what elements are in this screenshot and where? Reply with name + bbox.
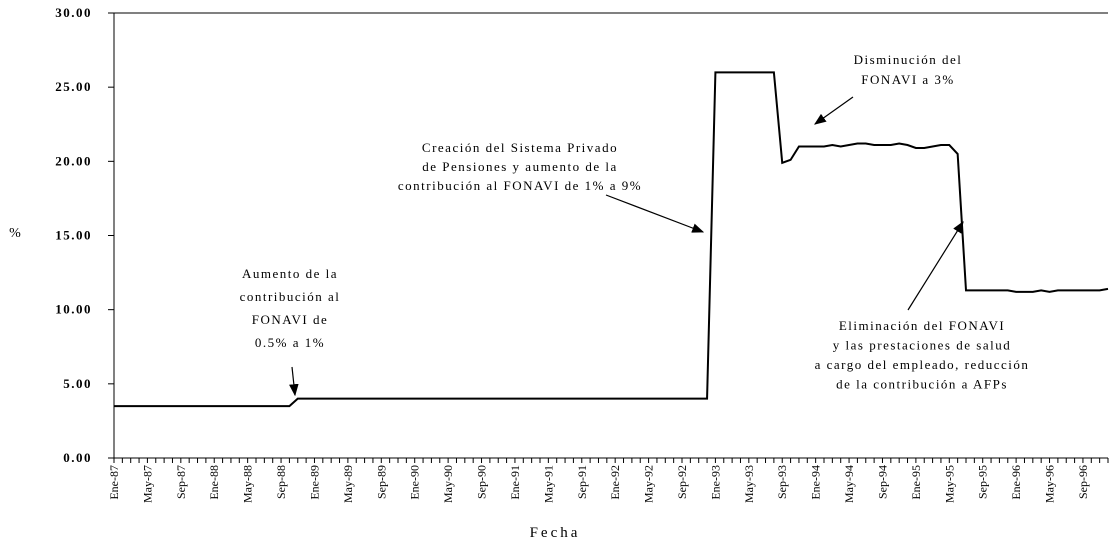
y-tick-label: 30.00 xyxy=(55,5,92,20)
y-tick-label: 25.00 xyxy=(55,79,92,94)
x-tick-label: Ene-91 xyxy=(508,465,522,500)
x-tick-label: Ene-94 xyxy=(809,465,823,500)
x-tick-label: Ene-89 xyxy=(307,465,321,500)
arrow xyxy=(289,366,299,397)
x-tick-label: May-89 xyxy=(341,465,355,503)
arrow xyxy=(605,194,705,233)
x-tick-label: Sep-89 xyxy=(374,465,388,499)
x-tick-label: Sep-93 xyxy=(775,465,789,499)
x-tick-label: May-94 xyxy=(842,465,856,503)
x-tick-label: Ene-88 xyxy=(207,465,221,500)
annotation: 0.5% a 1% xyxy=(255,335,325,350)
annotation: Creación del Sistema Privado xyxy=(422,140,618,155)
y-tick-label: 15.00 xyxy=(55,228,92,243)
arrow xyxy=(907,220,964,311)
annotation: de la contribución a AFPs xyxy=(836,377,1008,392)
x-tick-label: May-93 xyxy=(742,465,756,503)
x-tick-label: May-92 xyxy=(642,465,656,503)
x-tick-label: Sep-87 xyxy=(174,465,188,499)
x-tick-label: May-95 xyxy=(942,465,956,503)
x-axis-title: Fecha xyxy=(530,525,581,541)
annotation: de Pensiones y aumento de la xyxy=(422,159,617,174)
x-tick-label: Ene-95 xyxy=(909,465,923,500)
y-axis-title: % xyxy=(9,226,21,241)
y-tick-label: 5.00 xyxy=(63,376,92,391)
x-tick-label: May-88 xyxy=(241,465,255,503)
annotation: FONAVI de xyxy=(252,312,328,327)
arrow xyxy=(814,96,854,125)
x-tick-label: Ene-93 xyxy=(708,465,722,500)
x-tick-label: Sep-96 xyxy=(1076,465,1090,499)
annotation: Eliminación del FONAVI xyxy=(839,318,1005,333)
annotation: contribución al xyxy=(240,289,341,304)
x-tick-label: Ene-90 xyxy=(408,465,422,500)
y-tick-label: 10.00 xyxy=(55,302,92,317)
annotation: y las prestaciones de salud xyxy=(833,338,1011,353)
x-tick-label: May-96 xyxy=(1043,465,1057,503)
x-tick-label: Sep-88 xyxy=(274,465,288,499)
annotation: Aumento de la xyxy=(242,266,338,281)
annotation: a cargo del empleado, reducción xyxy=(815,357,1030,372)
x-tick-label: May-90 xyxy=(441,465,455,503)
annotation: Disminución del xyxy=(854,52,963,67)
x-tick-label: Sep-90 xyxy=(475,465,489,499)
line xyxy=(114,71,1109,408)
x-tick-label: Sep-92 xyxy=(675,465,689,499)
x-tick-label: May-87 xyxy=(140,465,154,503)
x-tick-label: Ene-96 xyxy=(1009,465,1023,500)
annotation: contribución al FONAVI de 1% a 9% xyxy=(398,178,642,193)
annotation: FONAVI a 3% xyxy=(861,72,955,87)
x-tick-label: Sep-95 xyxy=(976,465,990,499)
x-tick-label: Sep-91 xyxy=(575,465,589,499)
x-tick-label: Ene-87 xyxy=(107,465,121,500)
x-tick-label: Ene-92 xyxy=(608,465,622,500)
x-tick-label: Sep-94 xyxy=(875,465,889,499)
x-tick-label: May-91 xyxy=(541,465,555,503)
y-tick-label: 20.00 xyxy=(55,153,92,168)
y-tick-label: 0.00 xyxy=(63,450,92,465)
